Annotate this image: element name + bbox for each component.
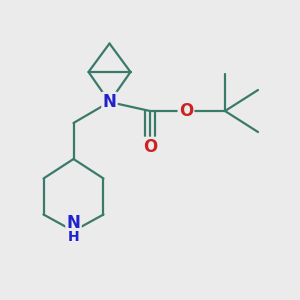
Text: N: N [67, 214, 80, 232]
Text: O: O [179, 102, 193, 120]
Text: N: N [103, 93, 116, 111]
Text: O: O [143, 138, 157, 156]
Text: H: H [68, 230, 79, 244]
